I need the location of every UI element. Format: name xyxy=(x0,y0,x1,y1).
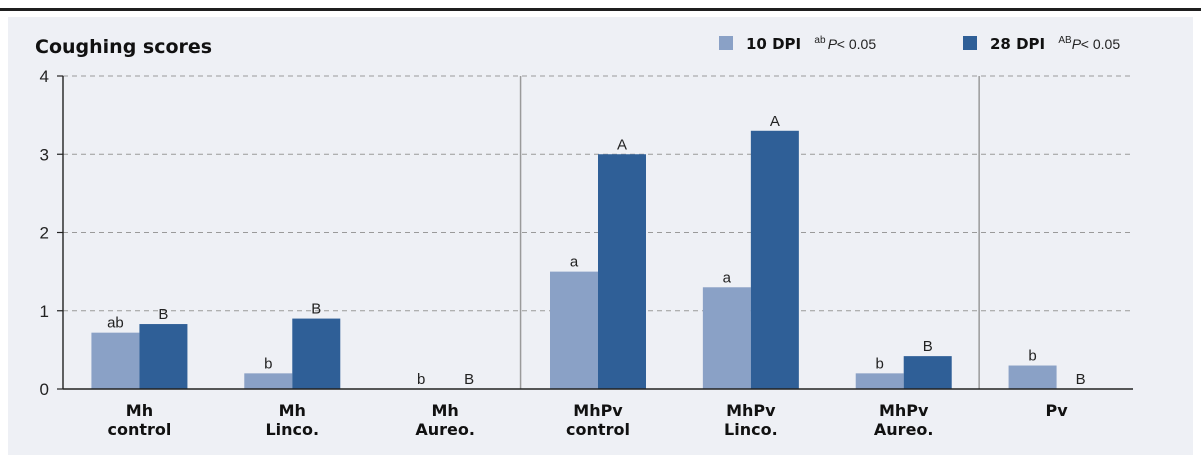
bar-10dpi-3 xyxy=(550,271,598,389)
data-label-10dpi-5: b xyxy=(876,355,884,372)
bar-28dpi-4 xyxy=(750,130,799,389)
bar-10dpi-1 xyxy=(244,373,293,389)
bar-28dpi-3 xyxy=(598,154,646,389)
data-label-28dpi-0: B xyxy=(158,306,168,323)
category-label-0-1: control xyxy=(107,420,171,439)
data-label-10dpi-6: b xyxy=(1028,348,1036,365)
data-label-28dpi-2: B xyxy=(464,371,474,388)
top-rule xyxy=(0,8,1201,11)
category-label-2-0: Mh xyxy=(431,401,458,420)
y-tick-label-0: 0 xyxy=(40,380,49,399)
legend-series-name-0: 10 DPI xyxy=(746,35,801,53)
bar-28dpi-5 xyxy=(903,356,952,389)
bar-28dpi-1 xyxy=(292,318,341,389)
legend-superscript-1: AB xyxy=(1058,35,1072,46)
data-label-28dpi-4: A xyxy=(770,113,780,130)
legend-series-name-1: 28 DPI xyxy=(990,35,1045,53)
y-tick-label-1: 1 xyxy=(40,302,49,321)
legend-p-1: P xyxy=(1072,36,1082,52)
category-label-0-0: Mh xyxy=(126,401,153,420)
bar-10dpi-6 xyxy=(1008,365,1057,389)
category-label-1-0: Mh xyxy=(279,401,306,420)
legend-swatch-0 xyxy=(719,36,733,50)
legend-p-0: P xyxy=(828,36,838,52)
legend-superscript-0: ab xyxy=(814,35,826,46)
data-label-28dpi-3: A xyxy=(617,136,627,153)
y-tick-label-3: 3 xyxy=(40,145,49,164)
category-label-2-1: Aureo. xyxy=(415,420,475,439)
bar-10dpi-5 xyxy=(855,373,904,389)
category-label-1-1: Linco. xyxy=(265,420,319,439)
category-label-4-1: Linco. xyxy=(724,420,778,439)
category-label-3-0: MhPv xyxy=(573,401,623,420)
data-label-10dpi-4: a xyxy=(723,269,732,286)
category-label-3-1: control xyxy=(566,420,630,439)
category-label-5-1: Aureo. xyxy=(874,420,934,439)
category-label-5-0: MhPv xyxy=(879,401,929,420)
bar-10dpi-0 xyxy=(91,332,140,389)
legend-threshold-1: < 0.05 xyxy=(1081,36,1121,52)
data-label-28dpi-1: B xyxy=(311,301,321,318)
chart-title: Coughing scores xyxy=(35,36,212,58)
data-label-28dpi-5: B xyxy=(923,338,933,355)
data-label-10dpi-0: ab xyxy=(107,315,124,332)
legend-swatch-1 xyxy=(963,36,977,50)
y-tick-label-4: 4 xyxy=(40,67,49,86)
category-label-6-0: Pv xyxy=(1045,401,1068,420)
data-label-10dpi-2: b xyxy=(417,371,425,388)
data-label-28dpi-6: B xyxy=(1076,371,1086,388)
y-tick-label-2: 2 xyxy=(40,224,49,243)
bar-28dpi-0 xyxy=(139,324,188,389)
category-label-4-0: MhPv xyxy=(726,401,776,420)
data-label-10dpi-3: a xyxy=(570,254,579,271)
bar-10dpi-4 xyxy=(702,287,751,389)
legend-threshold-0: < 0.05 xyxy=(837,36,877,52)
data-label-10dpi-1: b xyxy=(264,355,272,372)
